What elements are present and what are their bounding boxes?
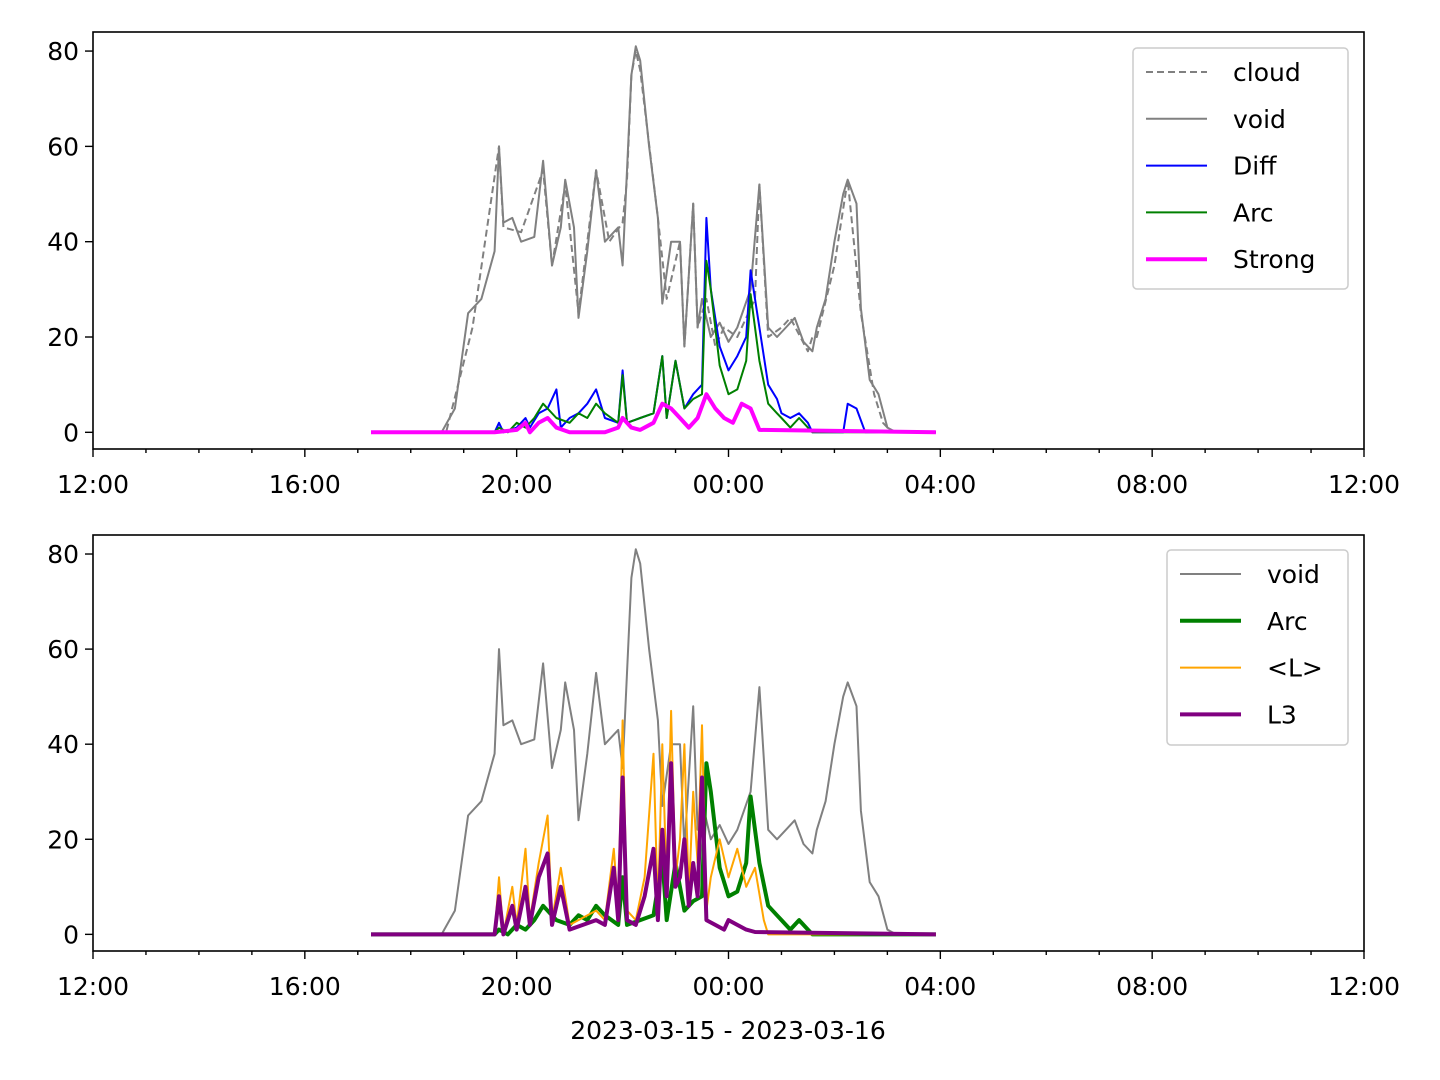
top-legend-label-cloud: cloud	[1233, 58, 1301, 87]
top-y-tick-label: 0	[63, 418, 79, 447]
top-series-arc-line	[371, 259, 936, 434]
top-series-void-line	[371, 45, 936, 434]
bottom-chart-legend: void Arc <L> L3	[1166, 549, 1349, 746]
bottom-legend-box	[1166, 549, 1349, 746]
bottom-legend-label-l: <L>	[1267, 654, 1323, 683]
bottom-x-tick-label: 00:00	[692, 972, 764, 1001]
top-legend-label-diff: Diff	[1233, 152, 1277, 181]
bottom-series-l3-line	[371, 761, 936, 937]
top-x-tick-label: 00:00	[692, 470, 764, 499]
top-x-tick-label: 16:00	[269, 470, 341, 499]
top-legend-label-strong: Strong	[1233, 245, 1315, 274]
top-chart-series	[371, 45, 936, 435]
bottom-y-tick-label: 0	[63, 920, 79, 949]
bottom-x-tick-label: 16:00	[269, 972, 341, 1001]
bottom-x-tick-label: 12:00	[1328, 972, 1400, 1001]
top-x-tick-label: 12:00	[57, 470, 129, 499]
x-axis-label: 2023-03-15 - 2023-03-16	[570, 1016, 886, 1045]
top-y-tick-label: 80	[47, 37, 79, 66]
bottom-x-tick-label: 20:00	[481, 972, 553, 1001]
bottom-y-tick-label: 60	[47, 635, 79, 664]
top-legend-label-void: void	[1233, 105, 1286, 134]
top-y-tick-label: 60	[47, 132, 79, 161]
top-legend-box	[1132, 47, 1349, 290]
top-legend-label-arc: Arc	[1233, 198, 1274, 227]
top-chart-legend: cloud void Diff Arc Strong	[1132, 47, 1349, 290]
bottom-chart-ticks: 12:00 16:00 20:00 00:00 04:00 08:00 12:00 0 20 40…	[47, 540, 1400, 1001]
bottom-x-tick-label: 08:00	[1116, 972, 1188, 1001]
top-chart-panel: 12:00 16:00 20:00 00:00 04:00 08:00 12:00 0 20 40…	[47, 31, 1400, 499]
top-series-strong-line	[371, 392, 936, 435]
bottom-x-tick-label: 04:00	[904, 972, 976, 1001]
top-x-tick-label: 20:00	[481, 470, 553, 499]
top-chart-ticks: 12:00 16:00 20:00 00:00 04:00 08:00 12:00 0 20 40…	[47, 37, 1400, 499]
top-y-tick-label: 20	[47, 323, 79, 352]
top-x-tick-label: 08:00	[1116, 470, 1188, 499]
bottom-chart-panel: 12:00 16:00 20:00 00:00 04:00 08:00 12:00 0 20 40…	[47, 534, 1400, 1001]
top-x-tick-label: 12:00	[1328, 470, 1400, 499]
top-x-tick-label: 04:00	[904, 470, 976, 499]
bottom-legend-label-l3: L3	[1267, 700, 1297, 729]
bottom-y-tick-label: 40	[47, 730, 79, 759]
top-y-tick-label: 40	[47, 228, 79, 257]
bottom-chart-series	[371, 548, 936, 937]
bottom-y-tick-label: 80	[47, 540, 79, 569]
bottom-y-tick-label: 20	[47, 825, 79, 854]
bottom-legend-label-void: void	[1267, 560, 1320, 589]
bottom-series-arc-line	[371, 761, 936, 937]
bottom-legend-label-arc: Arc	[1267, 607, 1308, 636]
bottom-x-tick-label: 12:00	[57, 972, 129, 1001]
